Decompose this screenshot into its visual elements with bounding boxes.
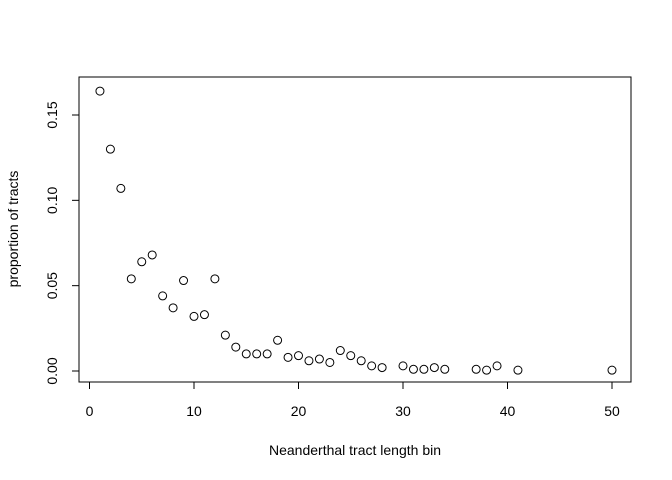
data-point xyxy=(513,365,523,375)
data-point xyxy=(189,311,199,321)
data-point xyxy=(398,361,408,371)
x-axis-label: Neanderthal tract length bin xyxy=(269,442,441,458)
data-point xyxy=(137,257,147,267)
y-tick-label: 0.00 xyxy=(44,357,60,384)
data-point xyxy=(377,363,387,373)
data-point xyxy=(168,303,178,313)
x-tick-label: 50 xyxy=(604,403,620,419)
data-point xyxy=(419,364,429,374)
data-point xyxy=(220,330,230,340)
data-point xyxy=(116,183,126,193)
data-point xyxy=(314,354,324,364)
data-point xyxy=(367,361,377,371)
data-point xyxy=(231,342,241,352)
data-point xyxy=(179,276,189,286)
y-tick-label: 0.05 xyxy=(44,272,60,299)
data-point xyxy=(335,346,345,356)
data-point xyxy=(356,356,366,366)
x-axis: 0 10 20 30 40 50 xyxy=(86,381,620,419)
x-tick-label: 40 xyxy=(500,403,516,419)
data-point xyxy=(199,310,209,320)
x-tick-label: 20 xyxy=(291,403,307,419)
y-tick-label: 0.10 xyxy=(44,186,60,213)
x-tick-label: 0 xyxy=(86,403,94,419)
data-point xyxy=(210,274,220,284)
data-point xyxy=(105,144,115,154)
data-point xyxy=(471,364,481,374)
data-points xyxy=(95,86,617,375)
data-point xyxy=(440,364,450,374)
data-point xyxy=(346,351,356,361)
data-point xyxy=(241,349,251,359)
data-point xyxy=(95,86,105,96)
data-point xyxy=(252,349,262,359)
data-point xyxy=(126,274,136,284)
y-axis: 0.00 0.05 0.10 0.15 xyxy=(44,101,80,385)
data-point xyxy=(482,365,492,375)
data-point xyxy=(283,352,293,362)
data-point xyxy=(607,365,617,375)
data-point xyxy=(262,349,272,359)
data-point xyxy=(304,356,314,366)
plot-frame xyxy=(78,76,632,383)
data-point xyxy=(273,335,283,345)
data-point xyxy=(325,357,335,367)
data-point xyxy=(408,364,418,374)
data-point xyxy=(294,351,303,361)
data-point xyxy=(158,291,168,301)
data-point xyxy=(147,250,157,260)
y-axis-label: proportion of tracts xyxy=(5,171,21,288)
data-point xyxy=(492,361,502,371)
y-tick-label: 0.15 xyxy=(44,101,60,128)
data-point xyxy=(429,363,439,373)
x-tick-label: 10 xyxy=(186,403,202,419)
x-tick-label: 30 xyxy=(395,403,411,419)
